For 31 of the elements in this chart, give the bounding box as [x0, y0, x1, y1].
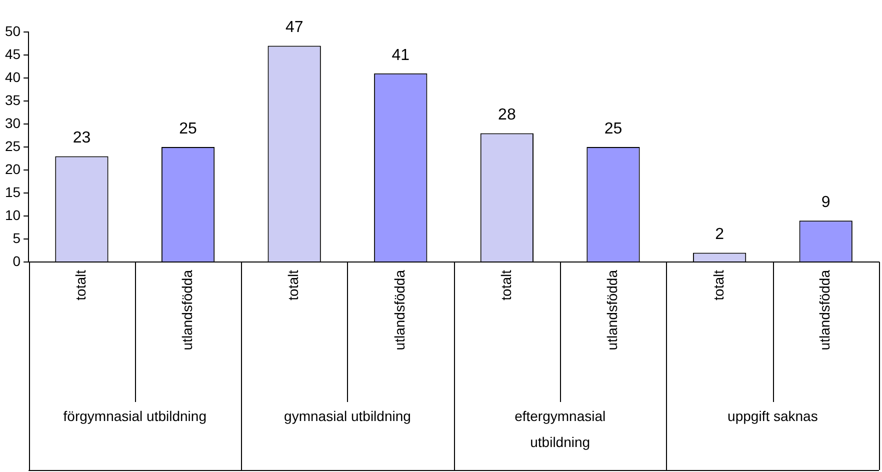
data-label: 25 — [179, 120, 198, 138]
x-tick-label: totalt — [710, 270, 726, 300]
x-tick-label: utlandsfödda — [178, 270, 195, 350]
x-tick-label: utlandsfödda — [604, 270, 620, 350]
data-label: 28 — [498, 106, 516, 124]
data-label: 41 — [392, 46, 410, 64]
x-tick-label: utlandsfödda — [816, 270, 833, 350]
data-label: 2 — [715, 226, 724, 244]
x-tick-label: totalt — [498, 270, 514, 300]
x-tick-label: totalt — [72, 270, 89, 300]
data-label: 23 — [72, 130, 91, 147]
y-tick-label: 0 — [12, 252, 21, 269]
text: förgymnasial utbildning — [63, 408, 206, 424]
text: eftergymnasial utbildning — [514, 408, 606, 450]
y-tick-label: 50 — [4, 22, 21, 39]
text: uppgift saknas — [728, 408, 818, 424]
y-tick-label: 35 — [4, 92, 21, 108]
y-tick-label: 40 — [4, 68, 21, 85]
data-label: 47 — [285, 19, 304, 36]
y-tick-label: 20 — [4, 160, 21, 177]
y-tick-label: 5 — [12, 230, 21, 246]
y-tick-label: 10 — [4, 206, 21, 223]
x-tick-label: totalt — [285, 270, 302, 300]
data-label: 9 — [821, 194, 830, 212]
y-tick-label: 45 — [4, 46, 21, 62]
text: gymnasial utbildning — [284, 408, 411, 424]
y-tick-label: 30 — [4, 114, 21, 131]
y-tick-label: 25 — [4, 138, 21, 154]
x-tick-label: utlandsfödda — [391, 270, 408, 350]
data-label: 25 — [604, 120, 622, 138]
y-tick-label: 15 — [4, 184, 21, 200]
